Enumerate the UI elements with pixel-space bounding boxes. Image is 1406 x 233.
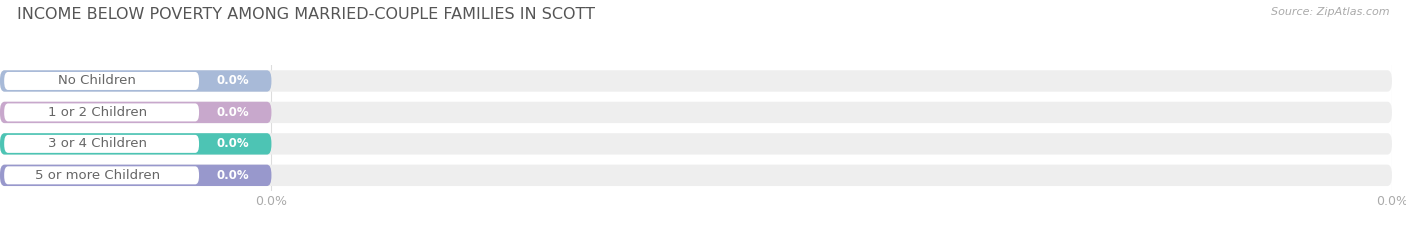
FancyBboxPatch shape xyxy=(0,133,1392,154)
FancyBboxPatch shape xyxy=(4,103,200,121)
FancyBboxPatch shape xyxy=(0,102,1392,123)
Text: 0.0%: 0.0% xyxy=(217,106,249,119)
Text: 0.0%: 0.0% xyxy=(217,169,249,182)
Text: Source: ZipAtlas.com: Source: ZipAtlas.com xyxy=(1271,7,1389,17)
FancyBboxPatch shape xyxy=(0,133,271,154)
FancyBboxPatch shape xyxy=(0,102,271,123)
FancyBboxPatch shape xyxy=(0,70,1392,92)
FancyBboxPatch shape xyxy=(4,166,200,184)
Text: 0.0%: 0.0% xyxy=(217,137,249,150)
Text: 3 or 4 Children: 3 or 4 Children xyxy=(48,137,148,150)
Text: 5 or more Children: 5 or more Children xyxy=(35,169,160,182)
Text: INCOME BELOW POVERTY AMONG MARRIED-COUPLE FAMILIES IN SCOTT: INCOME BELOW POVERTY AMONG MARRIED-COUPL… xyxy=(17,7,595,22)
Text: 0.0%: 0.0% xyxy=(217,75,249,87)
Text: No Children: No Children xyxy=(59,75,136,87)
FancyBboxPatch shape xyxy=(4,135,200,153)
FancyBboxPatch shape xyxy=(0,70,271,92)
FancyBboxPatch shape xyxy=(0,165,1392,186)
FancyBboxPatch shape xyxy=(0,165,271,186)
FancyBboxPatch shape xyxy=(4,72,200,90)
Text: 1 or 2 Children: 1 or 2 Children xyxy=(48,106,148,119)
